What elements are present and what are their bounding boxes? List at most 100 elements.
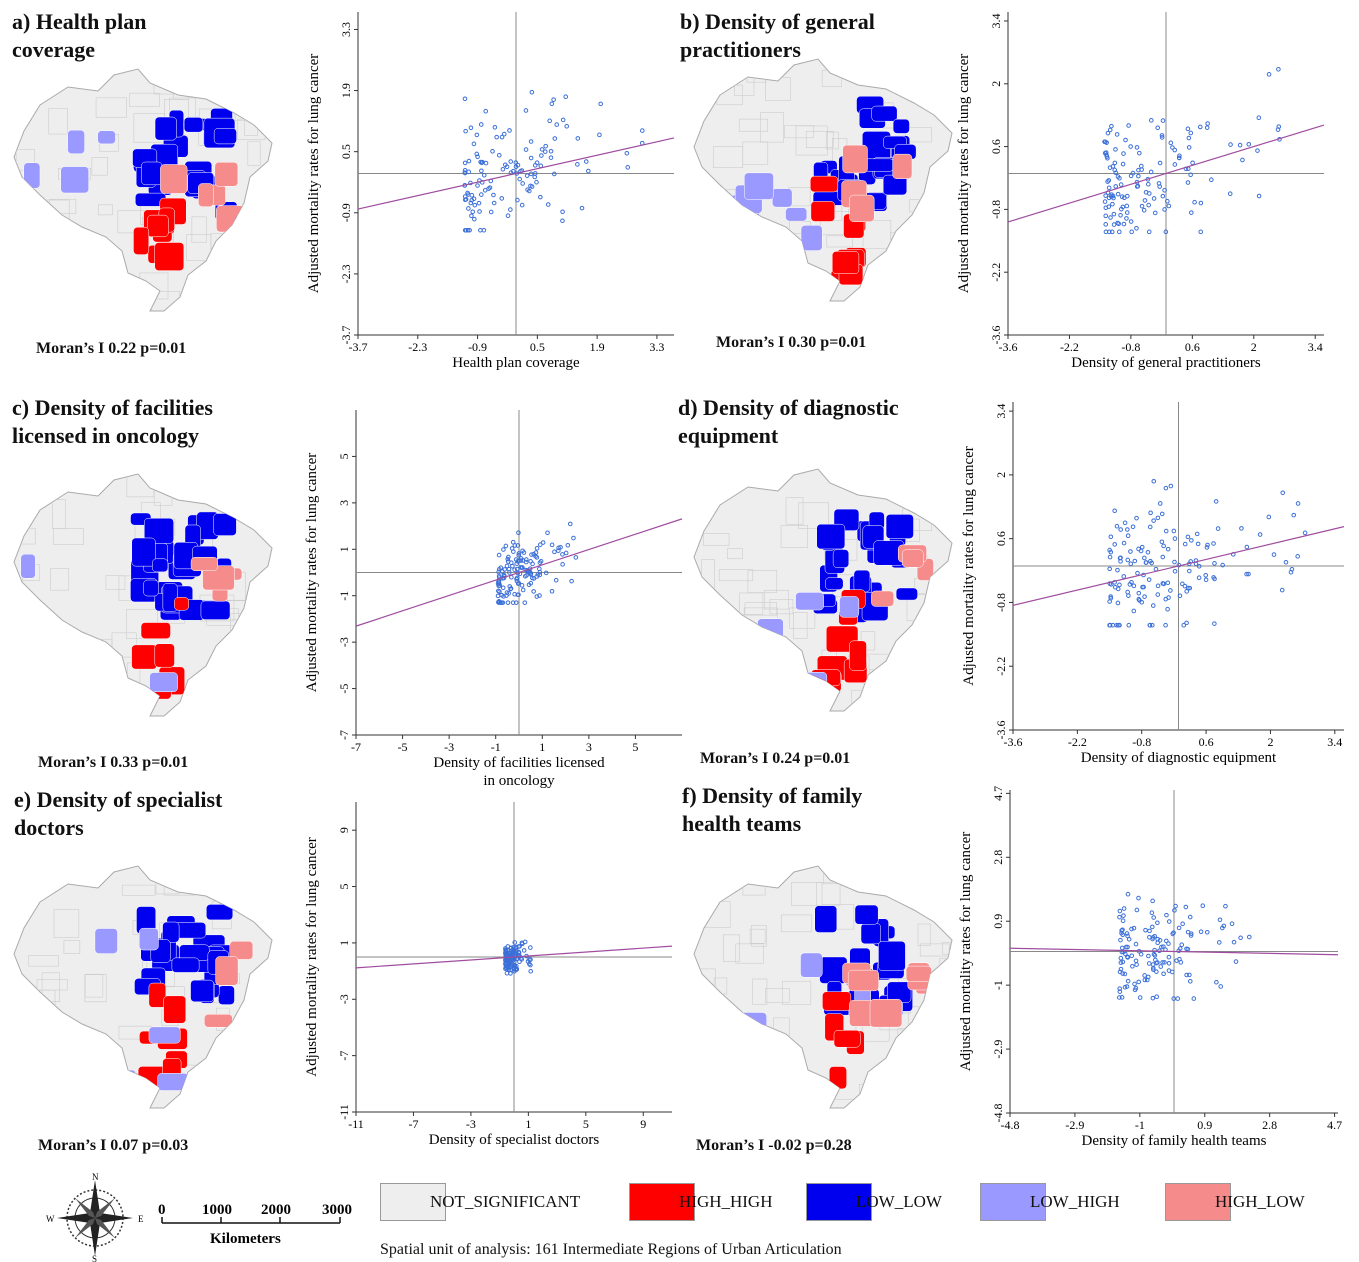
data-point (528, 155, 534, 161)
map-region (75, 1058, 99, 1071)
data-point (1150, 995, 1156, 1001)
map-cluster-high-high (163, 995, 187, 1024)
data-point (543, 143, 548, 149)
map-cluster-high-high (831, 251, 860, 274)
data-point (597, 132, 602, 138)
map-region (713, 146, 744, 169)
data-point (1180, 581, 1185, 587)
map-cluster-low-low (854, 904, 879, 925)
map-region (14, 245, 29, 271)
map-cluster-high-high (174, 597, 189, 611)
data-point (1154, 994, 1160, 1000)
data-point (1184, 620, 1189, 626)
data-point (1238, 935, 1243, 941)
y-tick-label: -2.3 (339, 264, 353, 283)
data-point (472, 202, 478, 208)
panel-a-moran: Moran’s I 0.22 p=0.01 (36, 340, 187, 357)
data-point (537, 542, 543, 547)
map-region (724, 1080, 750, 1094)
data-point (539, 153, 544, 158)
data-point (1189, 210, 1194, 215)
data-point (504, 164, 510, 170)
map-region (749, 928, 766, 944)
data-point (1121, 221, 1127, 227)
x-tick-label: -2.2 (1060, 340, 1079, 354)
data-point (513, 160, 519, 165)
map-region (216, 1079, 247, 1107)
data-point (1160, 193, 1166, 199)
data-point (1107, 547, 1112, 553)
x-axis-label: Density of family health teams (1082, 1133, 1267, 1149)
map-cluster-low-low (143, 579, 159, 597)
map-region (45, 681, 63, 695)
map-region (266, 875, 272, 899)
map-outline (13, 68, 273, 312)
data-point (1283, 560, 1289, 565)
map-cluster-low-high (785, 207, 808, 222)
x-tick-label: 5 (632, 740, 638, 754)
data-point (1244, 571, 1249, 577)
map-region (767, 653, 792, 675)
data-point (1172, 559, 1177, 565)
data-point (1122, 971, 1128, 977)
data-point (547, 118, 553, 124)
map-cluster-high-low (215, 956, 239, 986)
data-point (1118, 559, 1123, 564)
y-axis-label: Adjusted mortality rates for lung cancer (304, 453, 320, 693)
data-point (1176, 155, 1182, 161)
data-point (1165, 198, 1170, 204)
compass-w: W (46, 1214, 55, 1224)
map-region (912, 646, 944, 672)
data-point (1220, 925, 1225, 931)
scale-tick-1: 1000 (202, 1202, 232, 1218)
data-point (1125, 533, 1131, 538)
data-point (1157, 160, 1163, 166)
map-cluster-high-high (833, 1030, 861, 1048)
data-point (1150, 924, 1155, 930)
data-point (1107, 554, 1113, 560)
data-point (505, 213, 511, 219)
map-region (168, 475, 199, 495)
data-point (1159, 511, 1165, 517)
data-point (1151, 951, 1157, 957)
data-point (1109, 229, 1115, 235)
y-tick-label: -2.2 (989, 263, 1003, 282)
map-region (885, 666, 913, 695)
data-point (462, 160, 468, 166)
map-region (250, 206, 272, 232)
data-point (540, 540, 546, 545)
data-point (1220, 562, 1225, 568)
data-point (1146, 202, 1151, 208)
map-cluster-low-low (863, 158, 894, 172)
scale-unit: Kilometers (210, 1231, 281, 1247)
data-point (1279, 587, 1285, 593)
data-point (1112, 508, 1117, 514)
map-region (917, 923, 931, 946)
data-point (1169, 969, 1175, 975)
data-point (1185, 534, 1191, 540)
data-point (515, 543, 521, 548)
data-point (1112, 580, 1117, 585)
map-region (98, 204, 113, 216)
y-tick-label: -7 (337, 1051, 351, 1061)
data-point (548, 155, 554, 160)
map-region (53, 528, 84, 545)
data-point (1196, 563, 1202, 569)
map-cluster-low-high (795, 592, 824, 611)
map-cluster-low-low (878, 940, 906, 971)
data-point (1204, 929, 1210, 935)
map-region (718, 569, 754, 582)
map-cluster-low-high (712, 264, 731, 292)
data-point (1128, 561, 1134, 567)
data-point (1141, 207, 1147, 213)
y-tick-label: -3.7 (339, 326, 353, 345)
map-region (727, 254, 759, 268)
map-region (926, 469, 941, 499)
data-point (1115, 567, 1120, 573)
map-cluster-low-high (702, 598, 722, 618)
data-point (1246, 571, 1251, 577)
map-region (776, 655, 800, 681)
data-point (1256, 193, 1262, 199)
data-point (1166, 960, 1172, 966)
data-point (527, 961, 532, 967)
